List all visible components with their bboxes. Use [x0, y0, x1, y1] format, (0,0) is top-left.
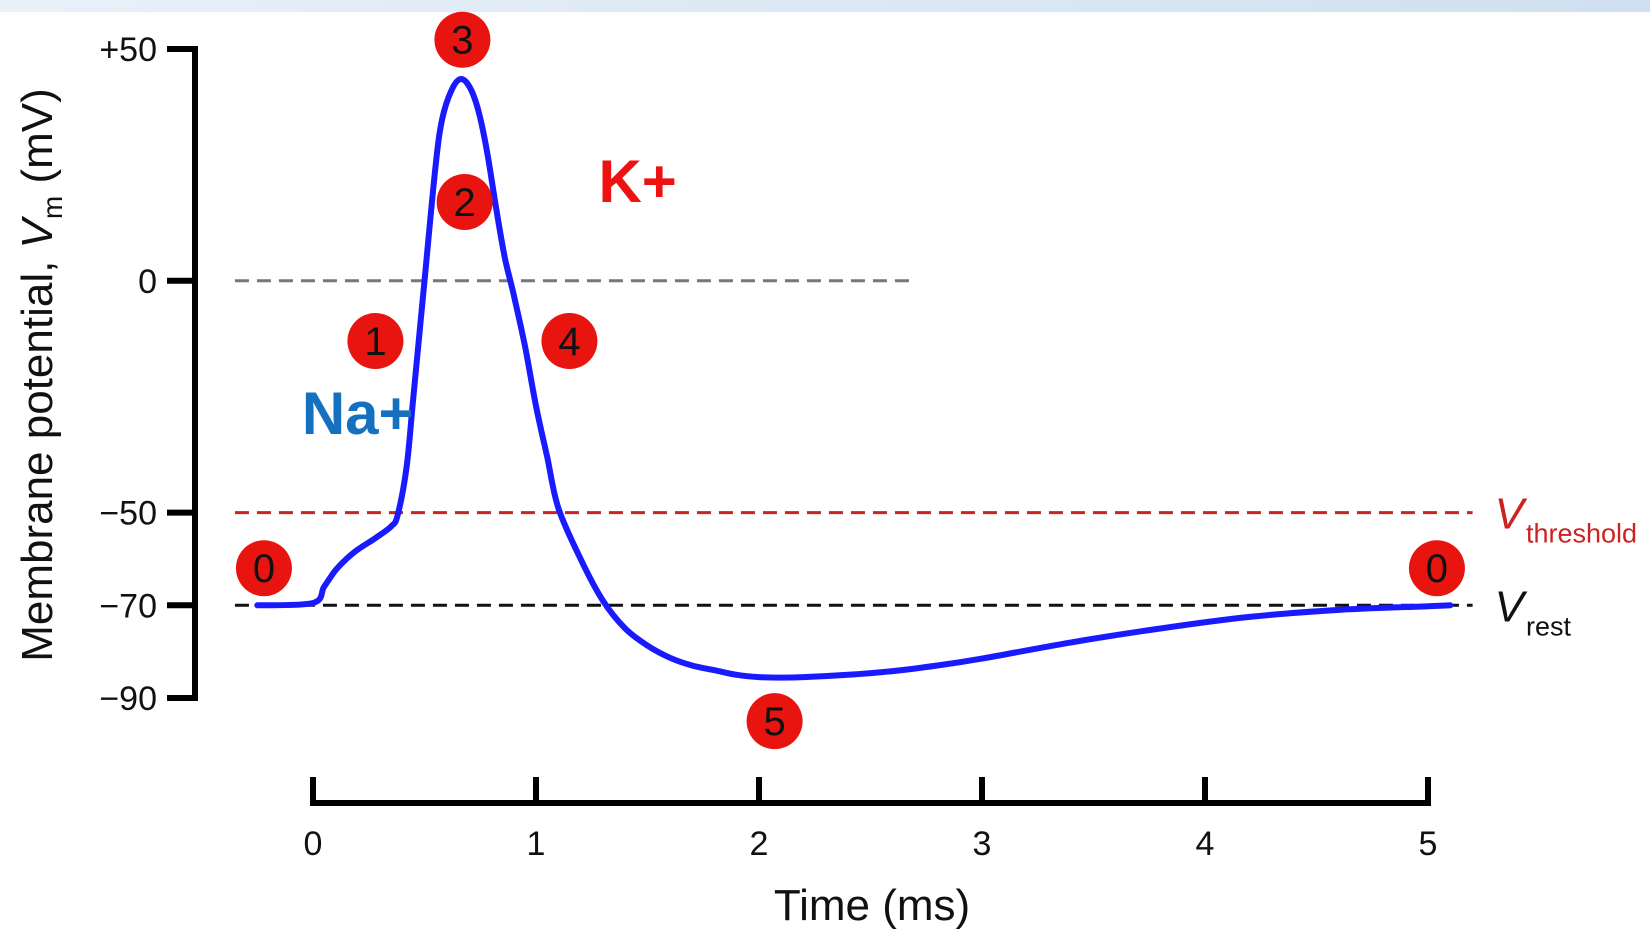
phase-marker-label: 3 — [451, 19, 473, 63]
slide-header-band — [0, 0, 1650, 12]
y-tick-label: −50 — [99, 495, 157, 533]
x-tick-label: 0 — [304, 825, 323, 863]
phase-marker-3: 3 — [434, 11, 491, 68]
x-tick-label: 1 — [527, 825, 546, 863]
phase-marker-label: 4 — [558, 320, 580, 364]
phase-marker-circle — [434, 11, 491, 68]
reference-label-rest: Vrest — [1495, 582, 1572, 641]
phase-marker-5: 5 — [746, 693, 803, 750]
ion-label-1: K+ — [598, 148, 676, 215]
phase-marker-label: 2 — [454, 181, 476, 225]
y-tick-label: −90 — [99, 680, 157, 718]
phase-marker-2: 2 — [436, 173, 493, 230]
phase-marker-0: 0 — [235, 540, 292, 597]
phase-marker-0: 0 — [1408, 540, 1465, 597]
phase-marker-circle — [541, 313, 598, 370]
phase-marker-circle — [1408, 540, 1465, 597]
x-axis-title: Time (ms) — [774, 881, 970, 930]
x-tick-label: 2 — [750, 825, 769, 863]
phase-marker-circle — [347, 313, 404, 370]
phase-marker-circle — [436, 173, 493, 230]
phase-marker-label: 1 — [364, 320, 386, 364]
phase-marker-1: 1 — [347, 313, 404, 370]
y-axis-title: Membrane potential, Vm (mV) — [13, 88, 68, 662]
x-tick-label: 3 — [973, 825, 992, 863]
membrane-potential-series-0 — [254, 76, 1454, 681]
x-tick-label: 5 — [1419, 825, 1438, 863]
y-tick-label: −70 — [99, 587, 157, 625]
phase-marker-label: 0 — [1426, 547, 1448, 591]
phase-marker-circle — [235, 540, 292, 597]
reference-label-threshold: Vthreshold — [1495, 490, 1637, 549]
phase-marker-circle — [746, 693, 803, 750]
y-tick-label: +50 — [99, 31, 157, 69]
phase-marker-label: 5 — [763, 700, 785, 744]
y-tick-label: 0 — [138, 263, 157, 301]
ion-label-0: Na+ — [302, 380, 414, 447]
x-tick-label: 4 — [1196, 825, 1215, 863]
phase-marker-4: 4 — [541, 313, 598, 370]
phase-marker-label: 0 — [253, 547, 275, 591]
